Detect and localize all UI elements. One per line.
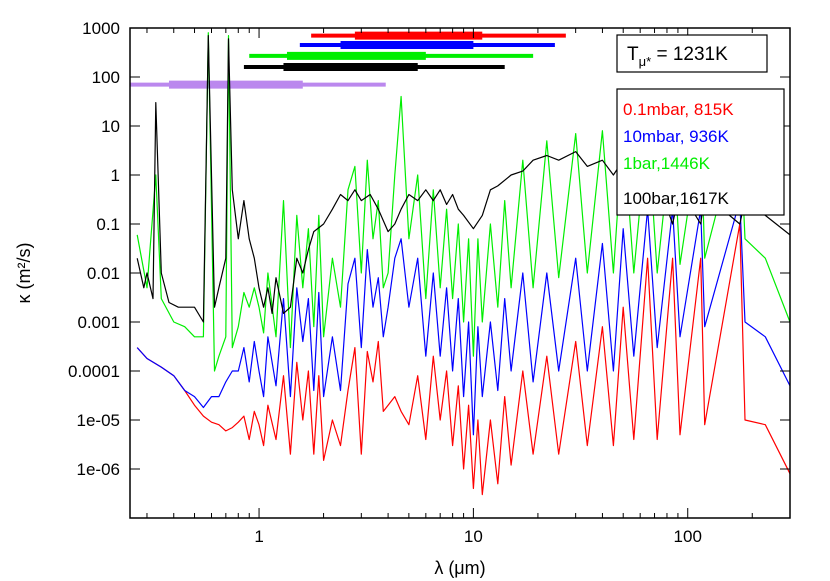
x-tick-label: 10 bbox=[464, 527, 483, 546]
series-line bbox=[136, 223, 791, 496]
y-tick-label: 10 bbox=[101, 117, 120, 136]
y-tick-label: 1 bbox=[111, 166, 120, 185]
y-tick-label: 0.001 bbox=[77, 313, 120, 332]
legend-entry: 1bar,1446K bbox=[623, 154, 711, 173]
y-tick-label: 1e-06 bbox=[77, 460, 120, 479]
range-bars bbox=[130, 31, 566, 89]
annotation-box bbox=[616, 34, 768, 73]
series-line bbox=[136, 32, 791, 372]
legend-entry: 10mbar, 936K bbox=[623, 127, 730, 146]
annotation-text: Tμ* = 1231K bbox=[627, 44, 728, 69]
temperature-annotation: Tμ* = 1231K bbox=[616, 34, 768, 73]
axis-ticks: 1 10 100 1000 100 10 1 0.1 0.01 0.001 0.0001 1e-05 1… bbox=[68, 19, 790, 546]
annotation-rest: = 1231K bbox=[651, 44, 728, 65]
x-tick-label: 100 bbox=[674, 527, 702, 546]
x-axis-label: λ (μm) bbox=[434, 558, 485, 578]
y-axis-label: κ (m²/s) bbox=[14, 243, 34, 304]
series-line bbox=[136, 35, 791, 323]
series-line bbox=[136, 200, 791, 436]
y-tick-label: 1e-05 bbox=[77, 411, 120, 430]
y-tick-label: 100 bbox=[92, 68, 120, 87]
legend-entry: 100bar,1617K bbox=[623, 189, 730, 208]
x-tick-label: 1 bbox=[254, 527, 263, 546]
y-tick-label: 0.0001 bbox=[68, 362, 120, 381]
y-tick-label: 0.01 bbox=[87, 264, 120, 283]
series-lines bbox=[136, 32, 791, 496]
annotation-base: T bbox=[627, 44, 639, 65]
legend-entry: 0.1mbar, 815K bbox=[623, 100, 734, 119]
legend-box bbox=[616, 88, 785, 216]
y-tick-label: 1000 bbox=[82, 19, 120, 38]
annotation-subscript: μ* bbox=[639, 54, 652, 69]
legend: 0.1mbar, 815K 10mbar, 936K 1bar,1446K 10… bbox=[616, 88, 785, 216]
y-tick-label: 0.1 bbox=[96, 215, 120, 234]
